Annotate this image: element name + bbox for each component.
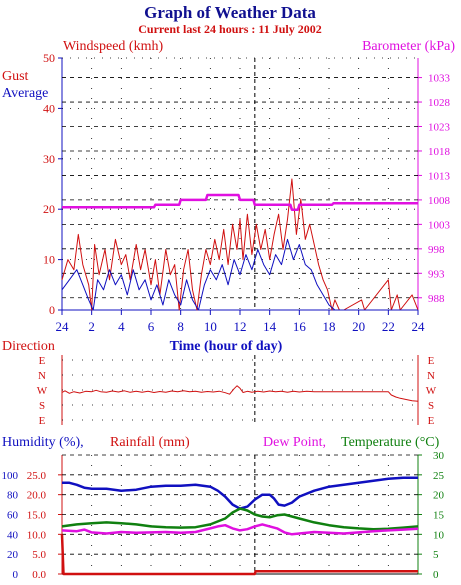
barometer-tick-label: 998 [428,244,445,256]
direction-tick-label-left: E [39,355,46,367]
barometer-axis-label: Barometer (kPa) [362,39,455,54]
average-legend-label: Average [2,86,48,101]
temperature-axis-label: Temperature (°C) [341,435,440,450]
temperature-tick-label: 25 [433,470,445,482]
temperature-tick-label: 15 [433,510,445,522]
temperature-tick-label: 5 [433,549,439,561]
time-tick-label: 24 [412,319,426,334]
wind-left-tick-label: 40 [43,101,55,115]
time-tick-label: 18 [323,319,336,334]
time-tick-label: 4 [118,319,125,334]
rainfall-axis-label: Rainfall (mm) [110,435,190,450]
humidity-tick-label: 20 [7,549,19,561]
barometer-tick-label: 1028 [428,97,451,109]
temperature-tick-label: 0 [433,569,439,581]
humidity-tick-label: 0 [13,569,19,581]
direction-tick-label-left: E [39,415,46,427]
time-tick-label: 22 [382,319,395,334]
time-tick-label: 14 [263,319,277,334]
gust-series-line [61,178,419,311]
time-tick-label: 2 [88,319,95,334]
temperature-series-line [61,507,419,531]
average-series-line [61,238,418,311]
rainfall-tick-label: 10.0 [27,529,47,541]
barometer-tick-label: 1008 [428,195,451,207]
barometer-tick-label: 1023 [428,122,451,134]
time-tick-label: 6 [148,319,155,334]
time-axis-label: Time (hour of day) [170,339,283,354]
barometer-tick-label: 1018 [428,146,451,158]
time-tick-label: 8 [177,319,184,334]
direction-tick-label-right: E [428,355,435,367]
page-subtitle: Current last 24 hours : 11 July 2002 [138,22,321,36]
barometer-series-line [62,193,418,211]
humidity-tick-label: 60 [7,510,19,522]
temperature-tick-label: 10 [433,529,445,541]
barometer-tick-label: 988 [428,293,445,305]
temperature-tick-label: 30 [433,450,445,462]
time-tick-label: 24 [56,319,70,334]
rainfall-tick-label: 25.0 [27,470,47,482]
rainfall-tick-label: 15.0 [27,510,47,522]
direction-series-line [61,385,419,402]
time-tick-label: 20 [352,319,365,334]
barometer-tick-label: 993 [428,268,445,280]
wind-left-tick-label: 50 [43,51,55,65]
barometer-tick-label: 1003 [428,219,451,231]
time-tick-label: 12 [234,319,247,334]
direction-tick-label-left: W [37,385,48,397]
rainfall-series-line [60,534,418,576]
direction-axis-label: Direction [2,339,55,354]
wind-left-tick-label: 20 [43,202,55,216]
temperature-tick-label: 20 [433,490,445,502]
rainfall-tick-label: 20.0 [27,490,47,502]
humidity-series-line [62,476,418,510]
rainfall-tick-label: 5.0 [32,549,46,561]
gust-legend-label: Gust [2,69,29,84]
windspeed-axis-label: Windspeed (kmh) [63,39,163,54]
direction-tick-label-right: E [428,415,435,427]
dewpoint-series-line [61,523,419,536]
humidity-tick-label: 100 [2,470,19,482]
humidity-tick-label: 40 [7,529,19,541]
direction-tick-label-right: N [427,370,435,382]
humidity-axis-label: Humidity (%), [2,435,84,450]
time-tick-label: 10 [204,319,217,334]
direction-tick-label-right: S [428,400,434,412]
direction-tick-label-left: S [39,400,45,412]
direction-tick-label-right: W [426,385,437,397]
humidity-tick-label: 80 [7,490,19,502]
dewpoint-axis-label: Dew Point, [263,435,326,450]
barometer-tick-label: 1013 [428,170,451,182]
time-tick-label: 16 [293,319,307,334]
rainfall-tick-label: 0.0 [32,569,46,581]
wind-left-tick-label: 30 [43,152,55,166]
wind-left-tick-label: 0 [49,303,55,317]
wind-left-tick-label: 10 [43,253,55,267]
direction-tick-label-left: N [38,370,46,382]
barometer-tick-label: 1033 [428,73,451,85]
page-title: Graph of Weather Data [144,3,316,22]
